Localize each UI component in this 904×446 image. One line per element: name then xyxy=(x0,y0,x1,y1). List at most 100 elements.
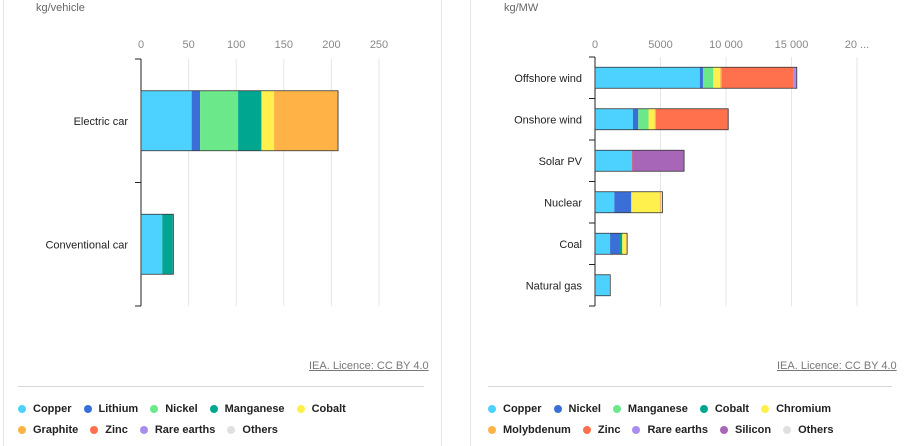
legend-item[interactable]: Zinc xyxy=(90,424,128,436)
x-tick-label: 0 xyxy=(138,39,144,51)
bar-outline xyxy=(140,90,339,152)
bar-segment xyxy=(713,67,721,89)
legend-item[interactable]: Graphite xyxy=(18,424,78,436)
legend-item[interactable]: Silicon xyxy=(720,424,771,436)
legend-item[interactable]: Manganese xyxy=(209,402,285,415)
category-label: Onshore wind xyxy=(514,114,582,126)
bar-segment xyxy=(720,67,722,89)
legend-item[interactable]: Lithium xyxy=(83,403,138,415)
legend-swatch xyxy=(83,404,92,413)
legend-row: Copper Nickel Manganese Cobalt Chromium xyxy=(488,398,846,419)
legend-swatch xyxy=(18,425,26,434)
bar-segment xyxy=(626,233,628,255)
x-tick-label: 100 xyxy=(227,39,245,51)
bar-segment xyxy=(614,191,632,213)
x-tick-label: 250 xyxy=(370,39,388,51)
chart-legend: Copper Lithium Nickel Manganese Cobalt Graphi… xyxy=(18,398,358,440)
x-tick-label: 20 ... xyxy=(845,39,869,51)
legend-item[interactable]: Copper xyxy=(18,403,72,415)
legend-label: Chromium xyxy=(776,402,832,415)
legend-swatch xyxy=(488,404,496,413)
left-bar-chart: 0 50 100 150 200 250 Electric car Conventional … xyxy=(45,39,388,307)
bar-segment xyxy=(721,67,794,89)
x-tick-label: 0 xyxy=(592,39,598,51)
legend-item[interactable]: Others xyxy=(227,423,278,436)
legend-label: Cobalt xyxy=(311,402,346,415)
legend-label: Others xyxy=(242,423,278,436)
legend-label: Molybdenum xyxy=(503,423,571,436)
legend-item[interactable]: Chromium xyxy=(761,403,831,415)
legend-item[interactable]: Others xyxy=(783,423,834,436)
bar-segment xyxy=(631,150,633,172)
bar-segment xyxy=(141,90,192,151)
right-bar-chart: 0 5000 10 000 15 000 20 ... Offshore wind Onsh… xyxy=(514,39,869,307)
legend-swatch xyxy=(488,425,496,434)
licence-link[interactable]: IEA. Licence: CC BY 4.0 xyxy=(309,360,429,372)
legend-item[interactable]: Cobalt xyxy=(699,402,750,415)
chart-legend: Copper Nickel Manganese Cobalt Chromium Molyb… xyxy=(488,398,846,440)
legend-label: Copper xyxy=(33,402,72,415)
legend-label: Cobalt xyxy=(714,402,750,415)
legend-item[interactable]: Nickel xyxy=(553,402,601,415)
legend-swatch xyxy=(582,425,591,434)
bar-segment xyxy=(595,233,611,255)
bar-segment xyxy=(595,108,633,130)
bar-outline xyxy=(140,213,174,275)
bar-segment xyxy=(655,108,729,130)
licence-link[interactable]: IEA. Licence: CC BY 4.0 xyxy=(777,360,897,372)
bar-segment xyxy=(191,90,201,151)
panel-border xyxy=(441,0,442,446)
bar-segment xyxy=(632,150,685,172)
legend-label: Graphite xyxy=(33,423,79,436)
bar-segment xyxy=(595,191,615,213)
legend-item[interactable]: Copper xyxy=(488,403,542,415)
bar-segment xyxy=(638,108,649,130)
bar-segment xyxy=(619,233,623,255)
bar-segment xyxy=(238,90,262,151)
legend-label: Nickel xyxy=(568,402,601,415)
bar-outline xyxy=(594,108,729,131)
legend-divider xyxy=(488,386,892,387)
bar-segment xyxy=(162,214,173,275)
panel-border xyxy=(470,0,471,446)
right-chart-panel: kg/MW 0 5000 10 000 15 000 20 ... Offshore wi… xyxy=(470,0,904,446)
legend-swatch xyxy=(783,425,792,434)
legend-divider xyxy=(18,386,424,387)
bar-segment xyxy=(793,67,797,89)
category-label: Offshore wind xyxy=(514,73,582,85)
legend-swatch xyxy=(699,404,708,413)
legend-label: Manganese xyxy=(224,402,285,415)
bar-segment xyxy=(595,274,610,296)
bar-segment xyxy=(632,108,639,130)
x-tick-label: 5000 xyxy=(648,39,672,51)
legend-label: Nickel xyxy=(165,402,198,415)
legend-item[interactable]: Manganese xyxy=(612,403,688,415)
legend-label: Rare earths xyxy=(154,423,216,436)
legend-label: Copper xyxy=(503,402,542,415)
legend-swatch xyxy=(761,404,770,413)
legend-swatch xyxy=(720,425,729,434)
category-label: Conventional car xyxy=(45,239,128,251)
bar-segment xyxy=(622,233,627,255)
x-tick-label: 200 xyxy=(322,39,340,51)
x-tick-label: 15 000 xyxy=(775,39,809,51)
category-label: Nuclear xyxy=(544,197,582,209)
legend-item[interactable]: Nickel xyxy=(150,402,198,415)
legend-item[interactable]: Rare earths xyxy=(139,423,216,436)
legend-item[interactable]: Molybdenum xyxy=(488,424,571,436)
legend-label: Silicon xyxy=(735,423,772,436)
legend-item[interactable]: Cobalt xyxy=(296,402,346,415)
panel-border xyxy=(3,0,4,446)
category-label: Electric car xyxy=(74,116,129,128)
legend-item[interactable]: Zinc xyxy=(582,424,620,436)
legend-row: Molybdenum Zinc Rare earths Silicon Others xyxy=(488,419,846,440)
bar-segment xyxy=(702,67,714,89)
bar-segment xyxy=(660,191,663,213)
legend-label: Others xyxy=(798,423,834,436)
category-label: Coal xyxy=(559,239,582,251)
legend-item[interactable]: Rare earths xyxy=(632,424,708,436)
legend-swatch xyxy=(227,425,236,434)
bar-segment xyxy=(659,191,661,213)
bar-outline xyxy=(594,274,611,297)
bar-segment xyxy=(631,191,660,213)
